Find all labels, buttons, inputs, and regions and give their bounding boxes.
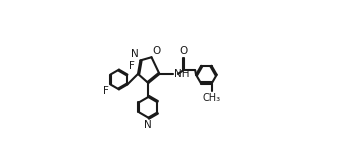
Text: O: O (152, 46, 161, 56)
Text: N: N (131, 49, 139, 59)
Text: NH: NH (174, 69, 190, 79)
Text: CH₃: CH₃ (202, 93, 221, 103)
Text: O: O (179, 46, 188, 56)
Text: N: N (144, 120, 152, 130)
Text: F: F (103, 86, 109, 96)
Text: F: F (129, 61, 135, 71)
